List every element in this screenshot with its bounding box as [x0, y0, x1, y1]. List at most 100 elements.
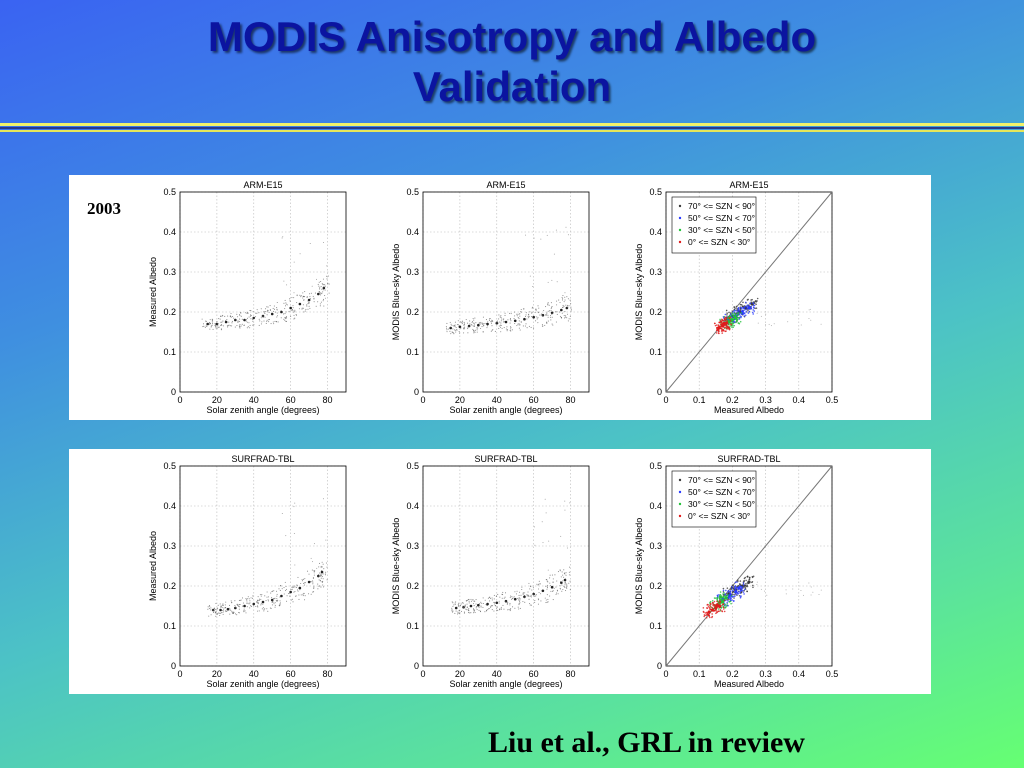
- chart-title: ARM-E15: [729, 180, 768, 190]
- scatter-point: [502, 604, 504, 607]
- trend-point: [513, 319, 517, 323]
- scatter-point: [563, 585, 565, 587]
- scatter-point: [493, 601, 495, 603]
- series-1-point: [745, 309, 747, 311]
- scatter-point: [291, 297, 293, 299]
- scatter-point: [460, 327, 462, 329]
- outlier-point: [533, 526, 535, 528]
- series-0-point: [736, 307, 738, 310]
- scatter-point: [526, 327, 528, 329]
- scatter-point: [211, 322, 214, 324]
- scatter-point: [453, 325, 455, 327]
- y-tick-label: 0.3: [163, 541, 176, 551]
- scatter-point: [463, 332, 465, 334]
- scatter-point: [228, 321, 230, 323]
- scatter-point: [540, 313, 543, 315]
- series-0-point: [731, 584, 734, 586]
- scatter-point: [240, 311, 242, 314]
- scatter-point: [547, 303, 549, 305]
- scatter-point: [248, 316, 250, 318]
- scatter-point: [482, 316, 484, 318]
- scatter-point: [451, 607, 453, 609]
- figure-panel-arm-e15: 0 20 40 60 80 0 0.1 0.2 0.3 0.4 0.5 ARM-E15 Solar ze…: [69, 175, 931, 420]
- scatter-point: [267, 610, 269, 612]
- scatter-point: [519, 607, 521, 609]
- scatter-point: [211, 609, 214, 611]
- title-rule-yellow-top: [0, 123, 1024, 126]
- series-0-point: [728, 598, 730, 601]
- scatter-point: [318, 292, 320, 294]
- scatter-point: [243, 324, 245, 327]
- scatter-point: [506, 329, 509, 331]
- scatter-point: [250, 605, 252, 607]
- scatter-point: [484, 599, 486, 601]
- scatter-point: [537, 322, 539, 324]
- scatter-point: [264, 316, 266, 318]
- scatter-point: [246, 606, 248, 608]
- scatter-point: [241, 597, 244, 599]
- outlier-point: [810, 586, 812, 588]
- scatter-point: [453, 604, 455, 606]
- scatter-point: [268, 311, 270, 313]
- scatter-point: [234, 318, 236, 320]
- scatter-point: [475, 605, 477, 608]
- scatter-point: [293, 297, 295, 299]
- scatter-point: [264, 310, 266, 313]
- scatter-point: [529, 604, 531, 606]
- scatter-point: [283, 593, 285, 595]
- series-2-point: [730, 314, 733, 316]
- series-3-point: [720, 330, 723, 332]
- scatter-point: [496, 610, 498, 612]
- scatter-point: [214, 324, 216, 326]
- series-2-point: [731, 326, 733, 328]
- legend-box: [671, 196, 757, 254]
- scatter-point: [250, 597, 252, 599]
- trend-point: [560, 308, 563, 312]
- scatter-point: [260, 317, 262, 319]
- scatter-point: [239, 320, 241, 323]
- scatter-point: [325, 562, 327, 564]
- outlier-point: [541, 521, 543, 523]
- series-1-point: [737, 592, 739, 595]
- scatter-point: [562, 588, 564, 591]
- scatter-point: [519, 602, 521, 604]
- scatter-point: [273, 603, 275, 605]
- scatter-point: [315, 305, 317, 307]
- scatter-point: [318, 576, 320, 578]
- outlier-point: [556, 281, 558, 283]
- outlier-point: [564, 509, 566, 511]
- series-0-point: [733, 308, 736, 311]
- outlier-point: [555, 229, 557, 231]
- scatter-point: [310, 593, 312, 595]
- scatter-point: [300, 594, 302, 596]
- series-1-point: [742, 586, 744, 588]
- series-2-point: [726, 594, 729, 596]
- scatter-point: [206, 325, 208, 327]
- scatter-point: [321, 576, 323, 578]
- scatter-point: [454, 321, 456, 323]
- series-0-point: [748, 578, 751, 581]
- scatter-point: [546, 587, 549, 589]
- scatter-point: [543, 309, 545, 312]
- y-tick-label: 0.4: [406, 227, 419, 237]
- scatter-point: [308, 293, 311, 295]
- scatter-point: [308, 573, 310, 575]
- scatter-point: [451, 611, 454, 613]
- series-1-point: [750, 307, 753, 310]
- scatter-point: [222, 314, 224, 316]
- scatter-point: [518, 603, 520, 605]
- scatter-point: [318, 566, 320, 568]
- scatter-point: [546, 313, 548, 315]
- scatter-point: [310, 581, 312, 583]
- scatter-point: [506, 330, 508, 332]
- scatter-point: [559, 587, 561, 589]
- outlier-point: [548, 540, 550, 542]
- scatter-point: [518, 324, 520, 326]
- series-0-point: [738, 594, 741, 597]
- scatter-point: [540, 600, 542, 602]
- scatter-point: [234, 613, 237, 615]
- series-3-point: [706, 604, 709, 606]
- series-2-point: [719, 591, 722, 593]
- scatter-point: [530, 594, 532, 596]
- scatter-point: [564, 299, 566, 301]
